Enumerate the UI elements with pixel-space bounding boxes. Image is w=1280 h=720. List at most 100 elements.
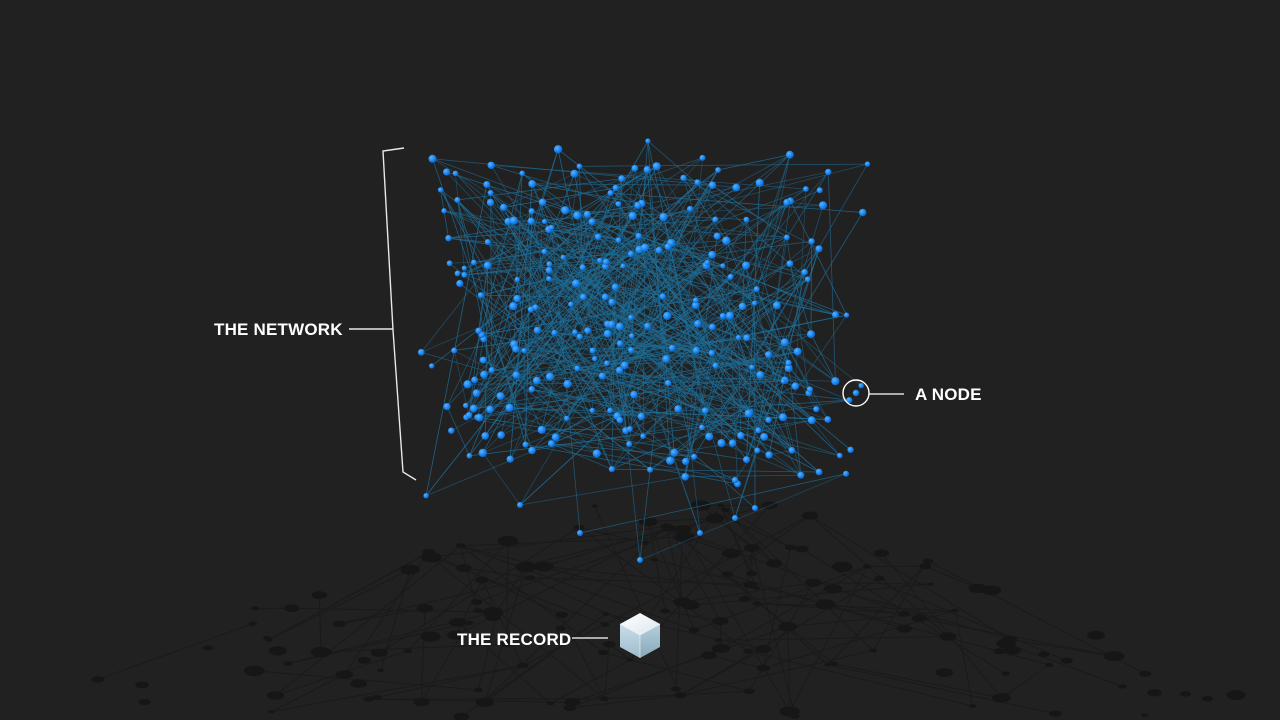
network-node — [542, 218, 548, 225]
network-edge — [619, 326, 733, 444]
network-node — [497, 431, 505, 439]
network-node — [628, 314, 634, 321]
reflection-node — [711, 644, 731, 653]
reflection-edge — [751, 547, 796, 717]
network-node — [592, 449, 601, 458]
network-node — [806, 386, 814, 393]
network-edge — [457, 199, 493, 371]
reflection-node — [862, 564, 872, 569]
network-edge — [630, 315, 724, 351]
reflection-node — [138, 699, 151, 705]
network-node — [719, 312, 727, 320]
reflection-edge — [430, 556, 605, 700]
network-node — [612, 184, 619, 192]
reflection-edge — [680, 577, 880, 696]
reflection-node — [688, 627, 700, 633]
network-edge — [734, 314, 847, 481]
network-edge — [592, 326, 713, 411]
network-node — [456, 279, 464, 288]
network-node — [786, 260, 794, 268]
network-edge — [467, 173, 523, 385]
network-edge — [604, 266, 701, 534]
cube-icon — [619, 613, 661, 658]
reflection-edge — [925, 565, 978, 589]
network-node — [451, 347, 458, 354]
network-edge — [551, 227, 581, 534]
network-node — [858, 383, 864, 389]
network-node — [528, 180, 537, 188]
network-edge — [683, 177, 727, 241]
network-node — [627, 250, 635, 257]
reflection-node — [456, 564, 472, 572]
reflection-node — [739, 596, 752, 602]
network-node — [602, 258, 610, 266]
network-edge — [503, 187, 616, 208]
reflection-node — [626, 658, 634, 662]
network-edge — [515, 348, 789, 369]
network-edge — [717, 189, 820, 237]
reflection-node — [752, 601, 761, 606]
reflection-node — [766, 559, 783, 568]
network-node — [779, 413, 787, 422]
network-edge — [721, 265, 724, 444]
reflection-node — [135, 681, 149, 689]
network-node — [616, 366, 624, 374]
reflection-node — [403, 648, 413, 654]
reflection-edge — [457, 622, 552, 704]
network-node — [818, 201, 828, 210]
network-node — [797, 471, 805, 479]
reflection-node — [1201, 696, 1213, 702]
reflection-node — [600, 622, 610, 627]
network-edge — [513, 220, 787, 238]
network-node — [616, 340, 624, 347]
network-edge — [457, 199, 576, 333]
reflection-edge — [690, 583, 931, 606]
network-node — [576, 163, 583, 170]
network-edge — [536, 380, 651, 471]
network-node — [692, 346, 700, 354]
network-node — [864, 161, 871, 167]
network-edge — [482, 452, 521, 506]
reflection-node — [969, 704, 977, 708]
network-edge — [639, 473, 847, 561]
network-node — [548, 224, 555, 231]
reflection-node — [681, 600, 700, 610]
network-node — [697, 530, 703, 536]
network-edge — [647, 140, 706, 411]
network-node — [480, 370, 488, 379]
network-edge — [500, 229, 550, 436]
network-edge — [500, 140, 649, 397]
network-node — [785, 359, 792, 367]
network-edge — [515, 348, 706, 411]
network-node — [475, 327, 482, 334]
network-node — [756, 371, 765, 379]
reflection-edge — [477, 612, 498, 691]
network-edge — [443, 210, 739, 338]
network-node — [527, 306, 534, 313]
network-node — [659, 212, 668, 222]
network-edge — [611, 301, 850, 401]
reflection-node — [598, 649, 609, 656]
reflection-node — [447, 630, 466, 640]
network-edge — [740, 419, 812, 436]
network-edge — [541, 428, 630, 431]
network-node — [551, 329, 558, 336]
reflection-edge — [842, 566, 1067, 662]
node-label: A NODE — [915, 385, 982, 404]
network-node — [765, 451, 773, 459]
reflection-node — [996, 638, 1016, 649]
network-edge — [443, 210, 606, 267]
network-node — [844, 312, 850, 318]
highlighted-node[interactable] — [852, 389, 860, 397]
node-highlight-circle — [842, 379, 870, 407]
network-edge — [532, 183, 642, 204]
network-edge — [810, 241, 812, 335]
network-edge — [446, 171, 550, 280]
network-edge — [535, 307, 613, 470]
network-node — [446, 260, 453, 267]
reflection-edge — [484, 613, 607, 703]
network-node — [463, 402, 469, 409]
reflection-node — [673, 525, 692, 534]
reflection-edge — [727, 515, 811, 575]
network-node — [645, 138, 651, 144]
